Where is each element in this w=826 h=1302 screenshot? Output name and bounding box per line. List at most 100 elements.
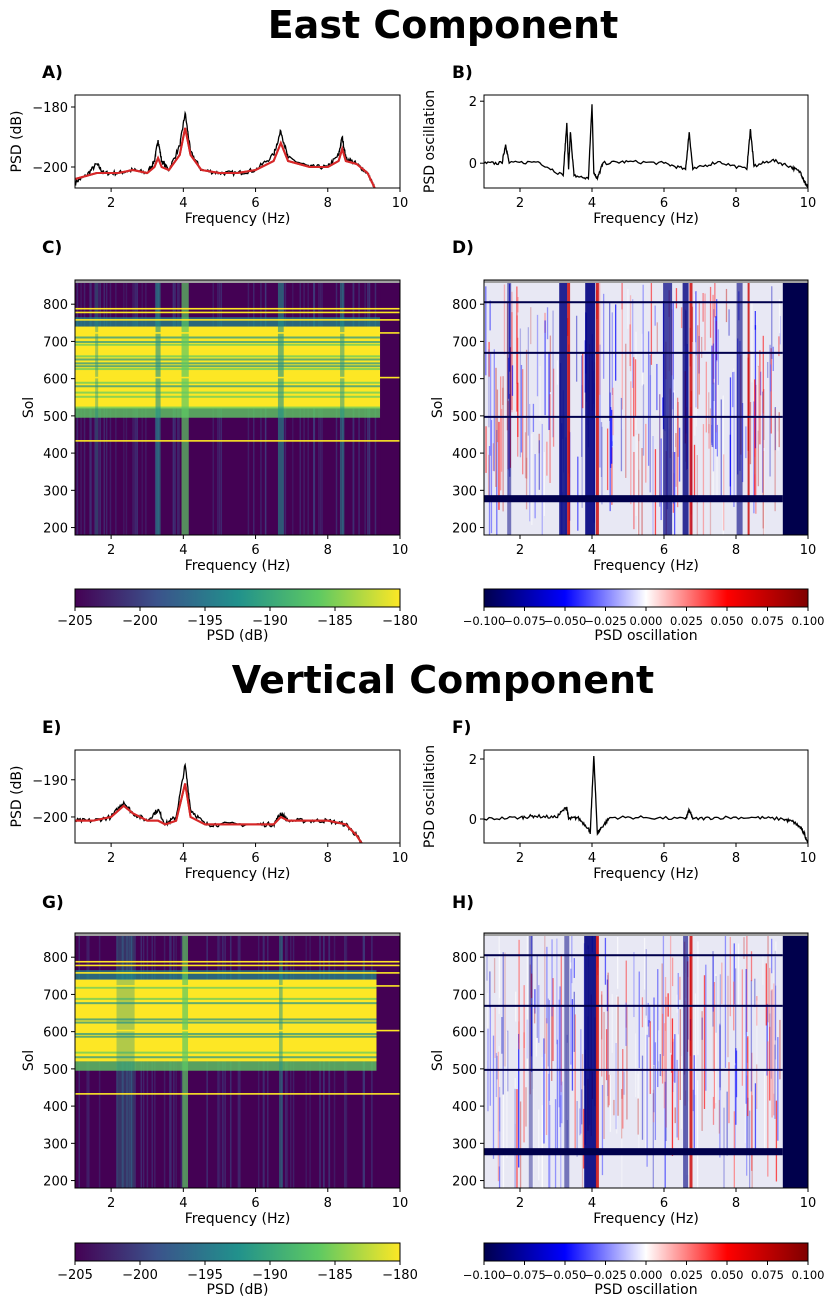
- heatmap-texture: [665, 996, 667, 1128]
- heatmap-dark-column: [683, 933, 689, 1188]
- plot-frame: [483, 279, 809, 536]
- heatmap-texture: [573, 958, 575, 978]
- colorbar-tick-label: 0.025: [670, 614, 703, 628]
- heatmap-texture: [697, 941, 699, 1055]
- heatmap-peak-column: [279, 933, 283, 1188]
- heatmap-texture: [544, 935, 546, 1054]
- heatmap-texture: [661, 1013, 664, 1084]
- heatmap-gap-band: [484, 495, 783, 503]
- heatmap-texture: [498, 949, 501, 998]
- heatmap-cutoff-region: [782, 933, 808, 1188]
- heatmap-texture: [677, 1008, 679, 1076]
- heatmap-texture: [650, 281, 653, 365]
- psd-oscillation-east-chart: 2 4 6 8 10 0 2 Frequency (Hz) PSD oscillation: [422, 90, 816, 227]
- heatmap-peak-column: [181, 280, 189, 535]
- heatmap-texture: [646, 1034, 648, 1167]
- heatmap-texture: [541, 423, 543, 535]
- heatmap-stripe: [75, 1018, 377, 1021]
- heatmap-texture: [769, 344, 771, 477]
- heatmap-texture: [629, 324, 631, 367]
- colorbar-tick-label: −205: [57, 614, 93, 629]
- heatmap-top-bar: [75, 933, 400, 936]
- heatmap-texture: [766, 1003, 768, 1076]
- x-tick-label: 4: [588, 851, 596, 866]
- heatmap-texture: [714, 281, 716, 318]
- heatmap-stripe: [75, 368, 381, 371]
- heatmap-texture: [735, 1048, 737, 1125]
- heatmap-texture: [674, 447, 677, 535]
- panel-label-e: E): [42, 718, 61, 738]
- heatmap-texture: [556, 360, 559, 385]
- x-tick-label: 2: [516, 851, 524, 866]
- y-tick-label: 0: [469, 157, 477, 172]
- heatmap-texture: [498, 1097, 501, 1188]
- heatmap-texture: [494, 1007, 496, 1058]
- heatmap-texture: [534, 454, 536, 519]
- heatmap-texture: [775, 1100, 778, 1182]
- heatmap-texture: [680, 307, 683, 329]
- heatmap-texture: [663, 1023, 666, 1109]
- heatmap-texture: [532, 1088, 534, 1188]
- heatmap-texture: [726, 1091, 728, 1156]
- heatmap-texture: [538, 1109, 540, 1181]
- heatmap-stripe: [75, 406, 381, 409]
- heatmap-texture: [541, 1105, 543, 1188]
- psd-spectrum-vertical-chart: 2 4 6 8 10 −190 −200 Frequency (Hz) PSD (dB): [9, 749, 408, 882]
- colorbar-gradient: [483, 588, 809, 608]
- heatmap-texture: [702, 424, 705, 535]
- heatmap-texture: [746, 1075, 748, 1176]
- heatmap-texture: [774, 1044, 776, 1119]
- heatmap-band-edge: [75, 317, 381, 327]
- colorbar-label: PSD (dB): [207, 1282, 269, 1298]
- plot-area: [75, 95, 400, 188]
- heatmap-texture: [548, 351, 550, 431]
- heatmap-texture: [779, 1019, 781, 1080]
- y-tick-label: 500: [452, 410, 477, 425]
- heatmap-texture: [530, 307, 532, 345]
- heatmap-stripe: [75, 997, 377, 1000]
- x-tick-label: 6: [251, 851, 259, 866]
- colorbar-tick-label: 0.000: [630, 1268, 663, 1282]
- heatmap-texture: [756, 1000, 758, 1108]
- heatmap-texture: [645, 949, 647, 1016]
- heatmap-texture: [735, 1050, 738, 1098]
- heatmap-texture: [775, 941, 777, 986]
- heatmap-texture: [679, 1009, 681, 1100]
- heatmap-peak-column: [155, 280, 161, 535]
- heatmap-texture: [659, 394, 661, 503]
- oscillation-line: [484, 755, 808, 843]
- plot-frame: [74, 749, 401, 844]
- heatmap-texture: [649, 1021, 651, 1094]
- heatmap-texture: [530, 1004, 533, 1073]
- colorbar-tick-label: 0.000: [630, 614, 663, 628]
- heatmap-texture: [616, 995, 618, 1134]
- oscillation-line: [484, 104, 808, 188]
- y-tick-label: 300: [452, 1137, 477, 1152]
- heatmap-texture: [774, 956, 777, 1041]
- heatmap-texture: [762, 392, 764, 529]
- heatmap-texture: [580, 1029, 582, 1134]
- heatmap-texture: [664, 977, 667, 1031]
- heatmap-dark-column: [663, 280, 673, 535]
- heatmap-texture: [645, 423, 647, 483]
- heatmap-texture: [638, 433, 640, 535]
- heatmap-texture: [665, 1069, 667, 1142]
- heatmap-texture: [778, 412, 780, 448]
- heatmap-texture: [637, 1073, 639, 1099]
- heatmap-texture: [702, 292, 704, 322]
- y-tick-label: 200: [43, 1175, 68, 1190]
- heatmap-texture: [755, 384, 757, 514]
- heatmap-texture: [549, 335, 552, 393]
- heatmap-gap-line: [484, 351, 783, 354]
- y-tick-label: 200: [452, 522, 477, 537]
- heatmap-texture: [502, 376, 504, 512]
- x-tick-label: 8: [732, 1196, 740, 1211]
- heatmap-texture: [543, 1038, 545, 1144]
- colorbar-tick-label: −0.050: [544, 614, 587, 628]
- heatmap-band-edge: [75, 408, 381, 418]
- heatmap-texture: [609, 1074, 611, 1132]
- heatmap-stripe: [75, 1002, 377, 1005]
- heatmap-texture: [559, 986, 561, 1128]
- heatmap-texture: [492, 1035, 495, 1159]
- heatmap-texture: [560, 1085, 563, 1188]
